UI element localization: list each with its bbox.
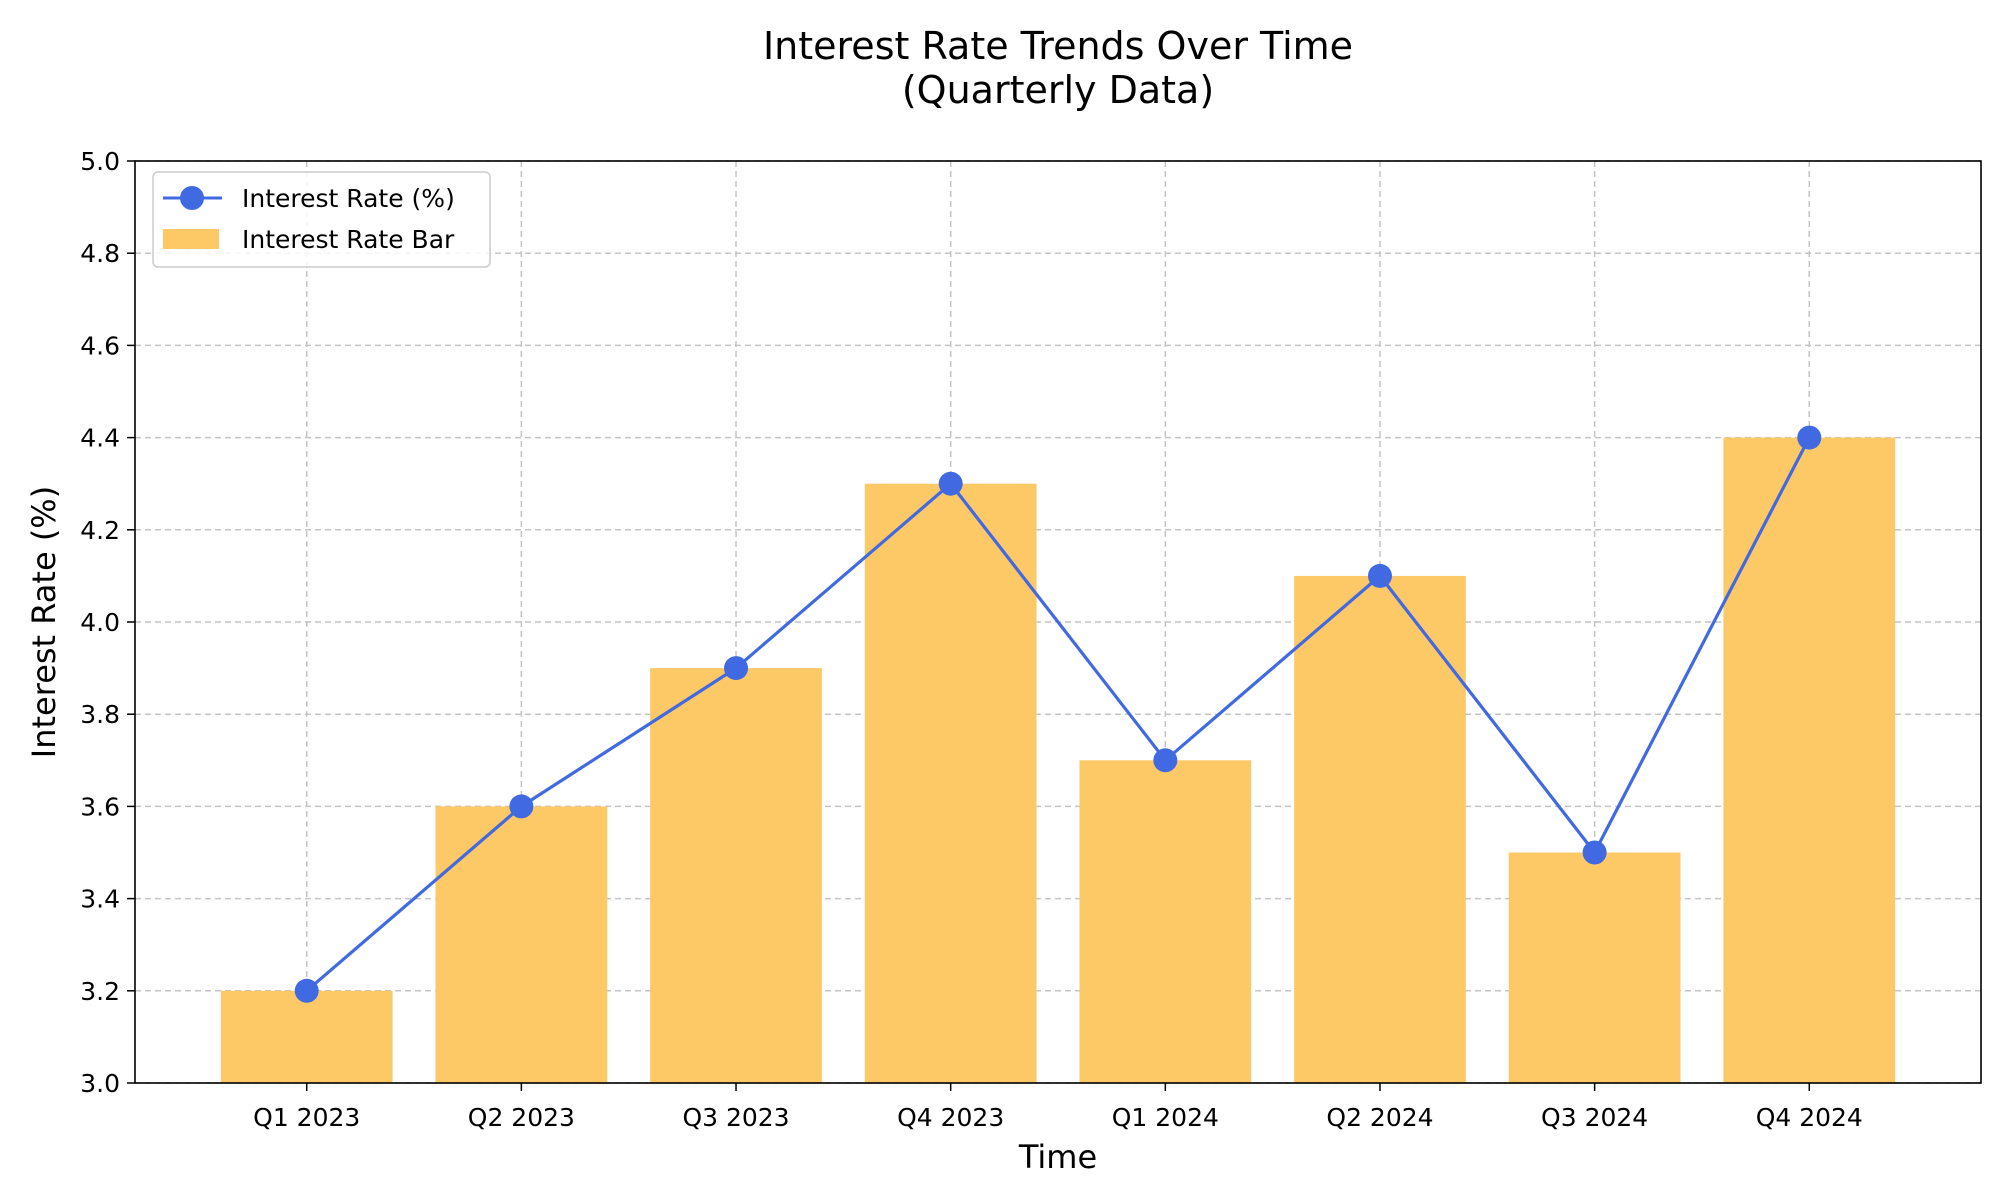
y-tick-label: 4.2 [80, 516, 120, 545]
legend-bar-swatch [163, 229, 219, 249]
x-tick-label: Q1 2023 [253, 1103, 360, 1132]
legend-label-bar: Interest Rate Bar [242, 225, 455, 254]
y-axis-label: Interest Rate (%) [25, 486, 63, 758]
y-tick-label: 4.4 [80, 424, 120, 453]
y-tick-label: 3.0 [80, 1069, 120, 1098]
bar [1294, 575, 1466, 1083]
x-tick-label: Q3 2023 [682, 1103, 789, 1132]
x-tick-label: Q2 2023 [468, 1103, 575, 1132]
data-point [1367, 563, 1392, 588]
bar [435, 806, 608, 1083]
chart-title: Interest Rate Trends Over Time [763, 24, 1353, 68]
y-tick-label: 4.0 [80, 608, 120, 637]
y-axis-ticks: 3.0 3.2 3.4 3.6 3.8 4.0 4.2 4.4 4.6 4.8 5.0 [80, 147, 135, 1098]
y-tick-label: 3.4 [80, 885, 120, 914]
bar [650, 668, 822, 1083]
legend-label-line: Interest Rate (%) [242, 184, 455, 213]
line-layer [294, 425, 1822, 1003]
data-point [1582, 840, 1607, 865]
series-line [305, 436, 1811, 993]
data-point [938, 471, 963, 496]
data-point [509, 794, 534, 819]
legend-marker-swatch [180, 186, 204, 210]
bar [1079, 760, 1252, 1083]
legend-box [152, 171, 491, 268]
y-tick-label: 4.8 [80, 239, 120, 268]
x-tick-label: Q4 2024 [1756, 1103, 1863, 1132]
bar [1723, 437, 1896, 1084]
x-axis-ticks: Q1 2023 Q2 2023 Q3 2023 Q4 2023 Q1 2024 Q2 20… [253, 1083, 1863, 1132]
bar [864, 483, 1037, 1083]
x-tick-label: Q2 2024 [1326, 1103, 1433, 1132]
y-tick-label: 3.2 [80, 977, 120, 1006]
data-point [1797, 425, 1822, 450]
y-tick-label: 5.0 [80, 147, 120, 176]
x-tick-label: Q4 2023 [897, 1103, 1004, 1132]
y-tick-label: 3.8 [80, 700, 120, 729]
data-point [294, 978, 319, 1003]
data-point [724, 656, 749, 681]
data-point [1153, 748, 1178, 773]
chart-subtitle: (Quarterly Data) [902, 68, 1214, 112]
x-tick-label: Q1 2024 [1112, 1103, 1219, 1132]
y-tick-label: 3.6 [80, 792, 120, 821]
bar [1508, 852, 1681, 1083]
x-axis-label: Time [1018, 1138, 1097, 1176]
y-tick-label: 4.6 [80, 331, 120, 360]
bar [220, 990, 393, 1083]
legend: Interest Rate (%) Interest Rate Bar [152, 171, 491, 268]
x-tick-label: Q3 2024 [1541, 1103, 1648, 1132]
